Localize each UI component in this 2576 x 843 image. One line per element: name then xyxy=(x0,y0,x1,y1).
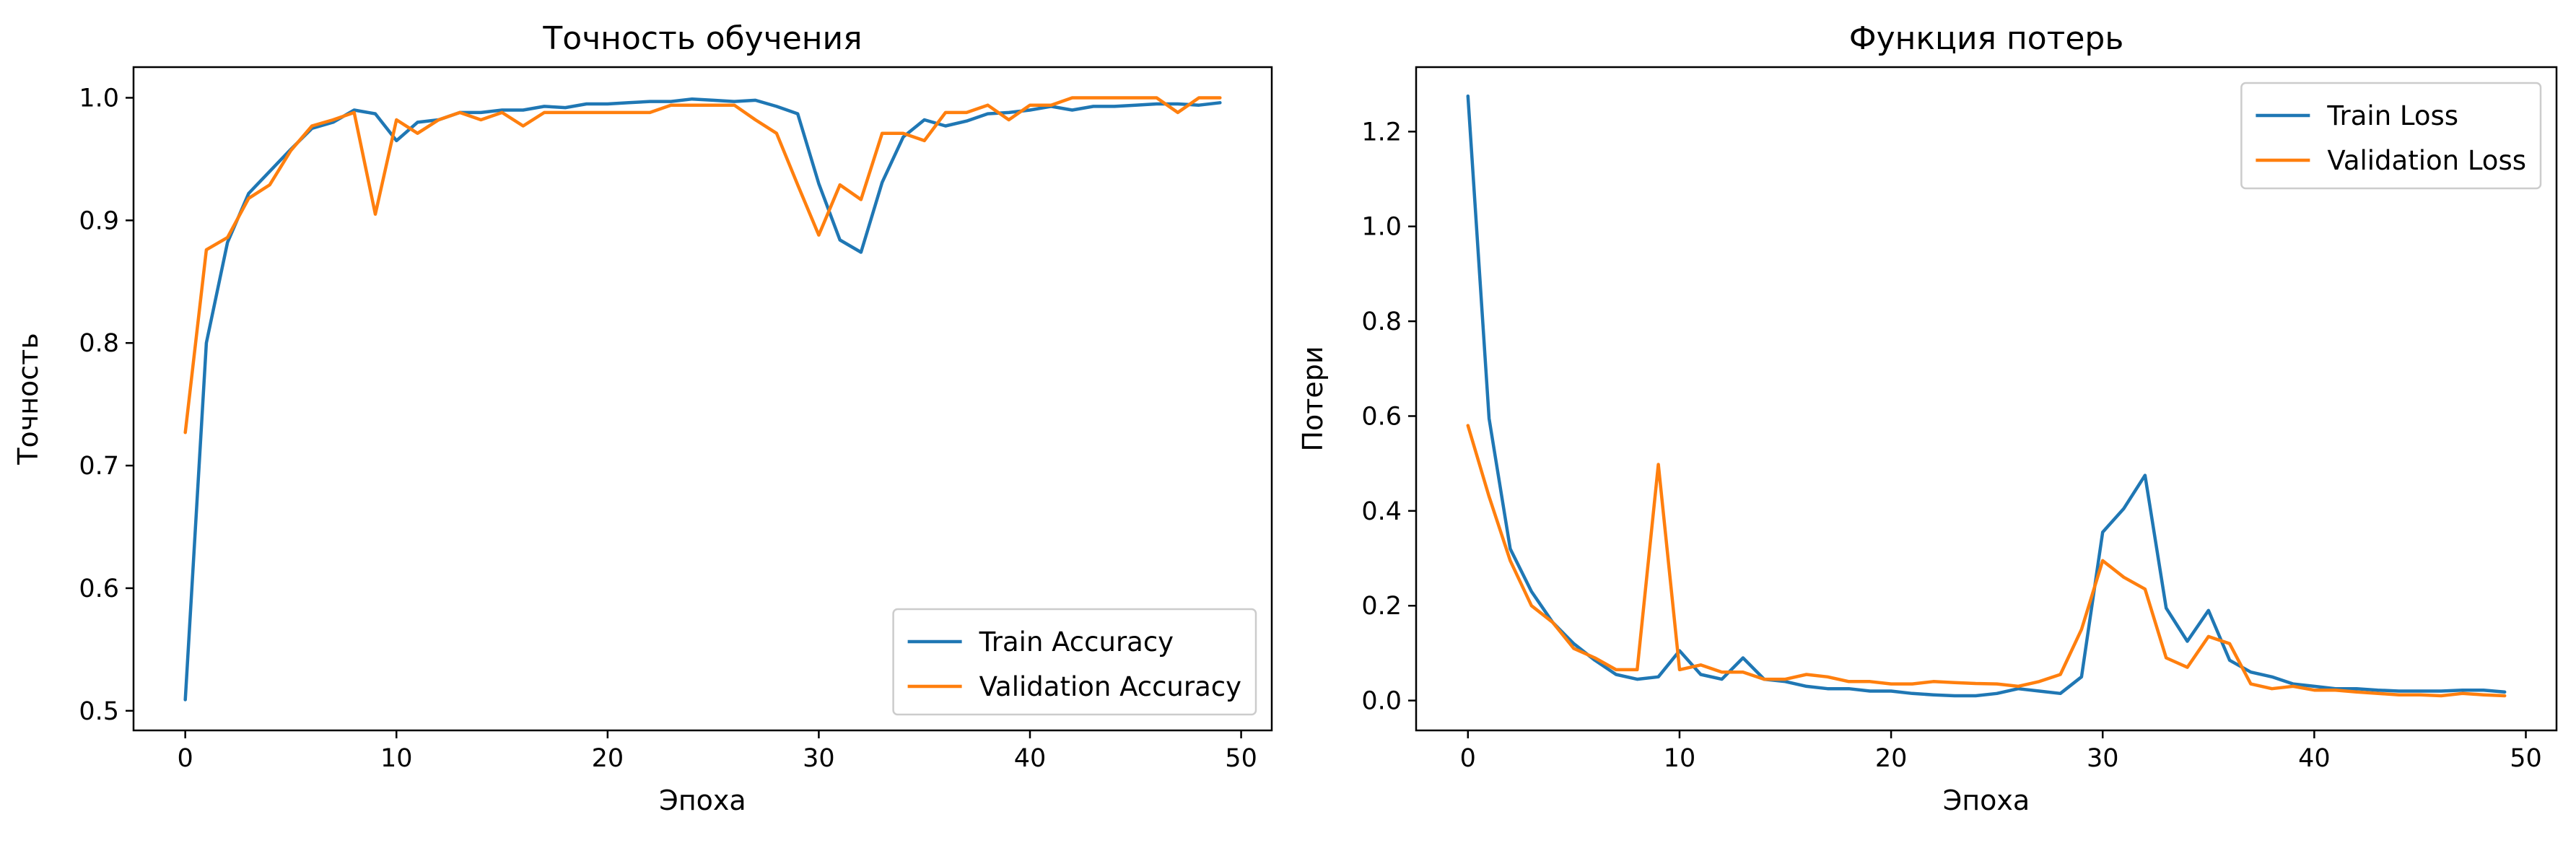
series-line-train-loss xyxy=(1466,94,2507,698)
x-tick-label: 50 xyxy=(1225,744,1257,773)
loss-chart: Функция потерь 0 10 20 30 40 50 0.0 0.2 0.4 0.6 0.8… xyxy=(1297,20,2558,816)
series-line-validation-accuracy xyxy=(183,96,1222,434)
x-axis-label: Эпоха xyxy=(1943,785,2030,816)
legend-frame xyxy=(892,608,1257,716)
x-tick-label: 10 xyxy=(380,744,413,773)
y-axis-label: Точность xyxy=(12,333,44,465)
y-tick-label: 0.7 xyxy=(79,452,119,481)
y-tick-label: 1.2 xyxy=(1361,118,1402,147)
x-tick-label: 20 xyxy=(1875,744,1908,773)
legend-label: Validation Loss xyxy=(2327,145,2526,176)
chart-title: Точность обучения xyxy=(542,20,862,57)
plot-frame xyxy=(132,66,1273,732)
y-axis-label: Потери xyxy=(1297,346,1329,451)
accuracy-chart: Точность обучения 0 10 20 30 40 50 0.5 0.6 0.7 0.8… xyxy=(12,20,1273,816)
y-tick-label: 0.4 xyxy=(1361,497,1402,526)
x-axis-label: Эпоха xyxy=(659,785,746,816)
y-tick-label: 0.2 xyxy=(1361,592,1402,621)
chart-title: Функция потерь xyxy=(1849,20,2124,57)
y-tick-label: 1.0 xyxy=(79,84,119,113)
x-tick-label: 40 xyxy=(1014,744,1047,773)
legend: Train Accuracy Validation Accuracy xyxy=(892,608,1257,716)
y-tick-label: 0.0 xyxy=(1361,687,1402,716)
y-tick-label: 0.8 xyxy=(79,329,119,358)
legend-label: Validation Accuracy xyxy=(979,671,1241,702)
legend: Train Loss Validation Loss xyxy=(2240,82,2542,190)
x-tick-label: 0 xyxy=(1460,744,1476,773)
y-tick-label: 0.8 xyxy=(1361,307,1402,336)
plot-frame xyxy=(1415,66,2558,732)
legend-frame xyxy=(2240,82,2542,190)
y-tick-label: 0.9 xyxy=(79,206,119,235)
y-tick-label: 0.6 xyxy=(79,575,119,603)
y-tick-label: 1.0 xyxy=(1361,213,1402,242)
x-tick-label: 20 xyxy=(592,744,624,773)
y-tick-label: 0.5 xyxy=(79,697,119,726)
series-line-validation-loss xyxy=(1466,424,2507,698)
x-tick-label: 30 xyxy=(803,744,835,773)
x-tick-label: 0 xyxy=(178,744,193,773)
x-tick-label: 40 xyxy=(2298,744,2331,773)
legend-label: Train Loss xyxy=(2326,100,2458,131)
y-tick-label: 0.6 xyxy=(1361,402,1402,431)
legend-label: Train Accuracy xyxy=(979,626,1174,658)
x-tick-label: 10 xyxy=(1664,744,1696,773)
x-tick-label: 30 xyxy=(2087,744,2119,773)
series-line-train-accuracy xyxy=(183,97,1222,702)
x-tick-label: 50 xyxy=(2510,744,2542,773)
